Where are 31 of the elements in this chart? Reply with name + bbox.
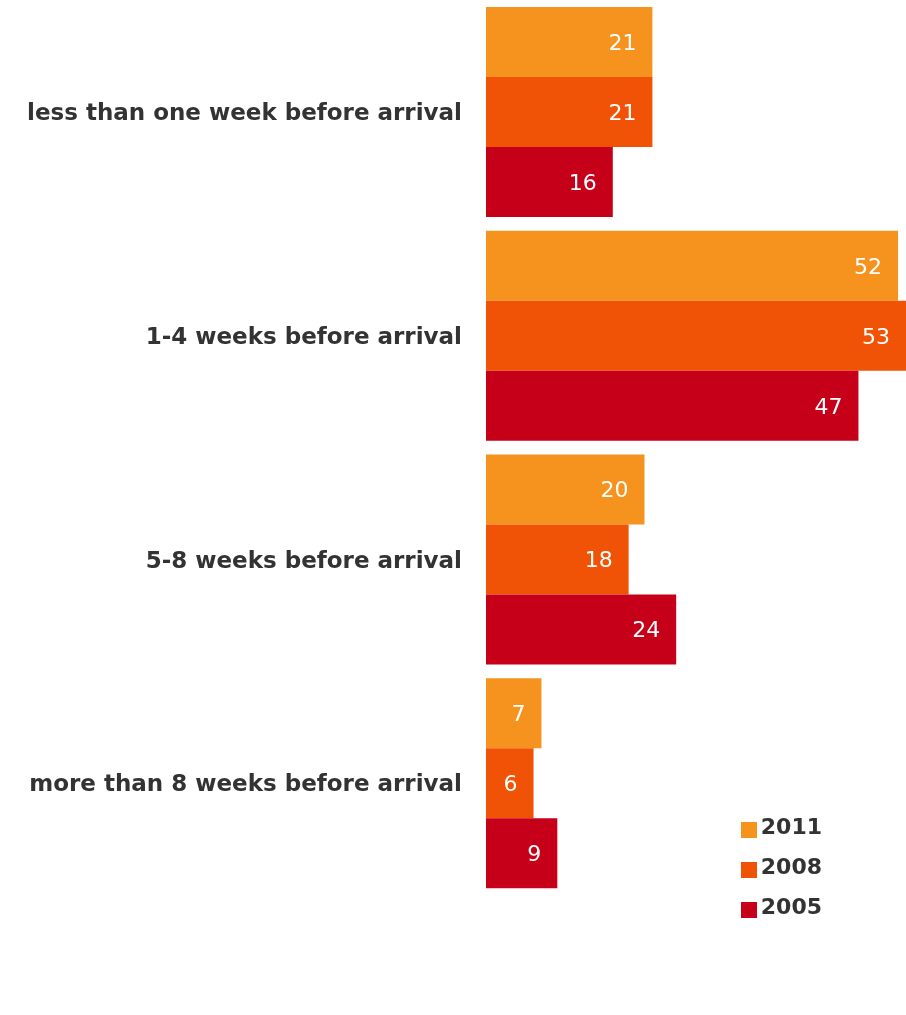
data-label: 18 <box>584 547 613 573</box>
bar <box>486 594 677 665</box>
legend-label: 2008 <box>760 854 822 879</box>
data-label: 6 <box>503 771 518 797</box>
data-label: 16 <box>568 169 597 195</box>
bar <box>486 300 906 371</box>
data-label: 9 <box>527 841 542 867</box>
bar <box>486 77 653 147</box>
bar <box>486 7 653 77</box>
data-label: 21 <box>608 99 637 125</box>
bar <box>486 678 542 749</box>
y-tick-label: 5-8 weeks before arrival <box>145 546 462 573</box>
y-tick-label: more than 8 weeks before arrival <box>29 770 462 797</box>
data-label: 53 <box>862 323 890 349</box>
data-label: 20 <box>600 477 629 503</box>
bar <box>486 147 613 217</box>
bar <box>486 524 629 595</box>
legend-label: 2011 <box>760 814 822 839</box>
data-label: 24 <box>632 617 661 643</box>
bar <box>486 230 899 301</box>
bar <box>486 748 534 819</box>
data-label: 7 <box>511 701 526 727</box>
bar <box>486 370 859 441</box>
legend-label: 2005 <box>760 894 822 919</box>
data-label: 47 <box>814 393 843 419</box>
y-tick-label: less than one week before arrival <box>27 99 462 126</box>
data-label: 52 <box>854 253 883 279</box>
bar <box>486 818 558 889</box>
data-label: 21 <box>608 29 637 55</box>
y-tick-label: 1-4 weeks before arrival <box>145 322 462 349</box>
bar <box>486 454 645 525</box>
